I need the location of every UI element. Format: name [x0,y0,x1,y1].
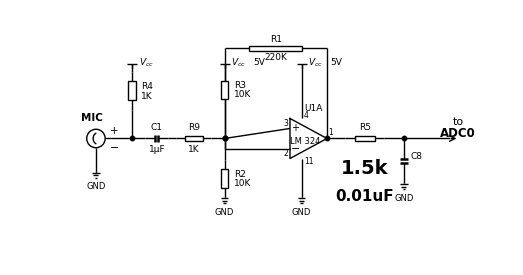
Text: MIC: MIC [81,113,103,123]
Text: 10K: 10K [234,90,251,100]
Text: R9: R9 [188,123,200,131]
Text: 4: 4 [304,111,309,120]
Text: U1A: U1A [304,104,322,113]
Text: $V_{cc}$: $V_{cc}$ [232,56,246,68]
Text: +: + [291,123,299,133]
Text: GND: GND [292,208,311,217]
Bar [221,169,229,188]
Text: GND: GND [215,208,234,217]
Text: LM 324: LM 324 [290,137,321,146]
Text: R4: R4 [141,82,153,91]
Bar [221,81,229,99]
Bar [249,46,302,51]
Text: R3: R3 [234,81,246,90]
Text: $V_{cc}$: $V_{cc}$ [309,56,324,68]
Text: C1: C1 [151,123,163,131]
Text: R1: R1 [270,35,282,44]
Text: 1: 1 [328,128,333,137]
Text: −: − [291,144,300,154]
Text: −: − [110,144,119,153]
Text: 1μF: 1μF [149,145,165,155]
Bar [185,136,203,141]
Text: 5V: 5V [330,58,342,67]
Text: 0.01uF: 0.01uF [335,189,394,204]
Text: 3: 3 [283,119,289,128]
Text: 5V: 5V [253,58,265,67]
Text: +: + [110,126,118,136]
Text: to: to [452,117,463,126]
Text: GND: GND [394,194,414,203]
Text: 220K: 220K [264,53,287,62]
Bar [128,81,136,100]
Text: 2: 2 [283,149,289,158]
Text: 11: 11 [304,157,313,166]
Text: C8: C8 [411,152,423,161]
Circle shape [87,129,105,148]
Text: 1.5k: 1.5k [341,158,389,177]
Text: ADC0: ADC0 [440,127,476,140]
Text: 10K: 10K [234,179,251,188]
Text: GND: GND [86,182,106,191]
Text: R5: R5 [359,123,371,131]
Text: R2: R2 [234,170,246,179]
Text: $V_{cc}$: $V_{cc}$ [139,56,154,68]
Bar [355,136,374,141]
Text: 1K: 1K [188,145,200,155]
Text: 1K: 1K [141,92,153,101]
